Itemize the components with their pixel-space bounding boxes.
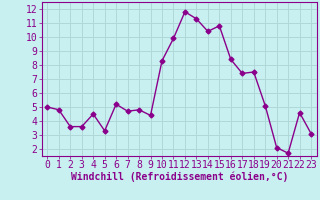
X-axis label: Windchill (Refroidissement éolien,°C): Windchill (Refroidissement éolien,°C) (70, 172, 288, 182)
